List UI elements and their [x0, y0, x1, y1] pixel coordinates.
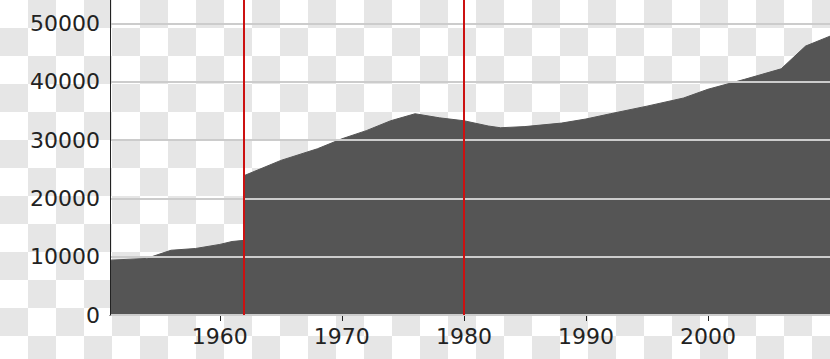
svg-text:20000: 20000	[30, 186, 100, 211]
svg-text:40000: 40000	[30, 69, 100, 94]
svg-text:1960: 1960	[192, 324, 248, 349]
svg-text:1980: 1980	[436, 324, 492, 349]
svg-text:30000: 30000	[30, 128, 100, 153]
svg-text:1990: 1990	[558, 324, 614, 349]
svg-text:50000: 50000	[30, 11, 100, 36]
svg-text:2000: 2000	[680, 324, 736, 349]
svg-text:10000: 10000	[30, 244, 100, 269]
svg-text:1970: 1970	[314, 324, 370, 349]
svg-text:0: 0	[86, 303, 100, 328]
